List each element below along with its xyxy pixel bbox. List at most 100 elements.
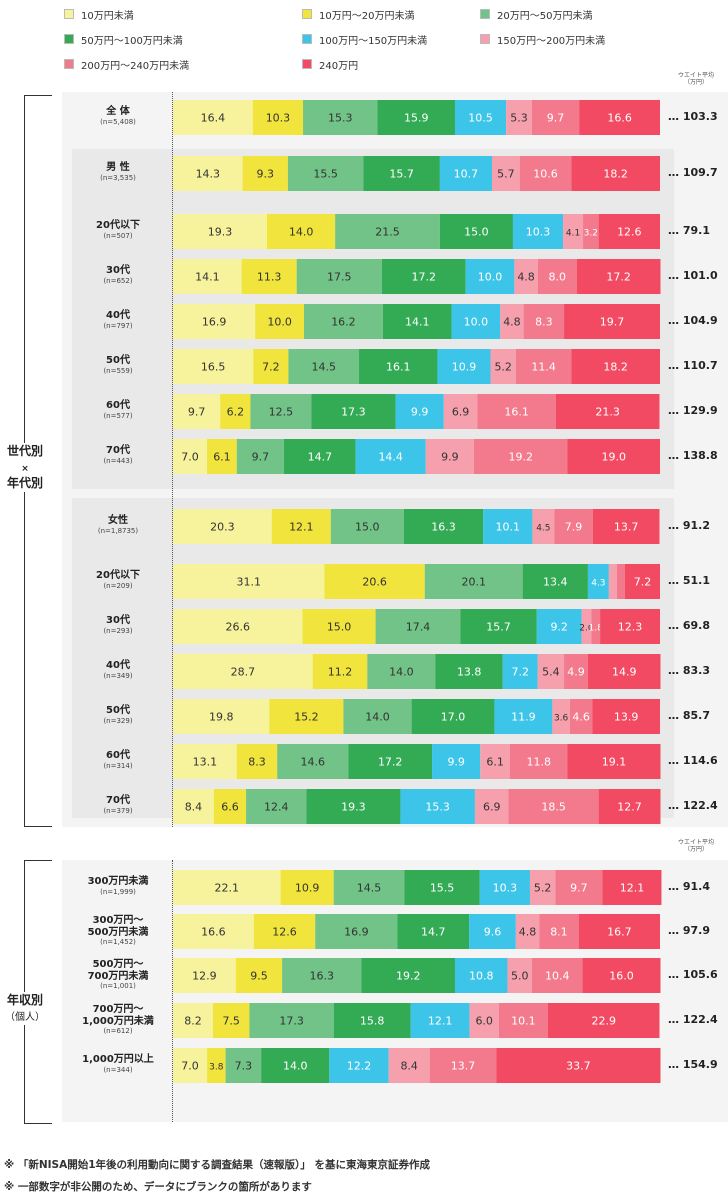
row-label-n: (n=797): [103, 321, 133, 330]
row-label-name: 300万円～: [92, 915, 144, 926]
row-label-n: (n=612): [103, 1027, 133, 1035]
row-label-name: 50代: [106, 705, 130, 716]
legend-item: 100万円～150万円未満: [302, 32, 428, 47]
weighted-average: … 79.1: [668, 224, 710, 237]
row-label-name: 女性: [108, 515, 128, 526]
row-label-n: (n=1,999): [100, 887, 136, 896]
avg-header-unit: （万円）: [683, 79, 708, 87]
row-label-n: (n=314): [103, 761, 133, 770]
row-label-name: 500万円～: [92, 959, 144, 970]
weighted-average: … 105.6: [668, 968, 718, 981]
row-label-n: (n=379): [103, 806, 133, 815]
row-label-name: 30代: [106, 615, 130, 626]
dotted-separator-age: [172, 92, 173, 827]
weighted-average: … 101.0: [668, 269, 718, 282]
row-label: 60代 (n=577): [72, 400, 164, 420]
avg-header-income: ウエイト平均 （万円）: [664, 839, 728, 853]
legend-swatch: [302, 59, 312, 69]
legend-item: 240万円: [302, 57, 358, 72]
row-label-name: 1,000万円以上: [82, 1054, 154, 1065]
row-label-name: 30代: [106, 265, 130, 276]
row-label-n: (n=507): [103, 231, 133, 240]
row-label-n: (n=577): [103, 411, 133, 420]
weighted-average: … 97.9: [668, 924, 710, 937]
row-label: 男 性 (n=3,535): [72, 162, 164, 182]
row-label-name: 50代: [106, 355, 130, 366]
group-label-age-line1: 世代別: [6, 444, 43, 458]
legend-label: 100万円～150万円未満: [319, 35, 428, 47]
row-label-n: (n=1,8735): [97, 526, 139, 535]
row-label-name: 1,000万円未満: [82, 1015, 154, 1027]
row-label: 700万円～ 1,000万円未満 (n=612): [72, 1004, 164, 1035]
legend-label: 50万円～100万円未満: [81, 35, 183, 47]
legend-label: 10万円未満: [81, 10, 134, 22]
row-label: 50代 (n=329): [72, 705, 164, 725]
weighted-average: … 91.2: [668, 519, 710, 532]
legend-item: 150万円～200万円未満: [480, 32, 606, 47]
row-label: 1,000万円以上 (n=344): [72, 1054, 164, 1074]
avg-header-title: ウエイト平均: [677, 839, 714, 846]
legend-swatch: [480, 34, 490, 44]
dotted-separator-income: [172, 860, 173, 1122]
row-label-name: 700万円～: [92, 1004, 144, 1015]
weighted-average: … 91.4: [668, 880, 710, 893]
group-label-age-line2: ×: [21, 464, 29, 475]
legend-item: 20万円～50万円未満: [480, 7, 592, 22]
row-label-name: 500万円未満: [87, 926, 149, 938]
row-label-name: 300万円未満: [87, 876, 149, 887]
row-label: 300万円～ 500万円未満 (n=1,452): [72, 915, 164, 946]
footnote-blank-note: ※ 一部数字が非公開のため、データにブランクの箇所があります: [4, 1181, 312, 1193]
row-label: 40代 (n=349): [72, 660, 164, 680]
group-label-income-line2: （個人）: [5, 1012, 45, 1024]
panel-income-section: [62, 860, 728, 1122]
row-label-n: (n=293): [103, 626, 133, 635]
row-label: 50代 (n=559): [72, 355, 164, 375]
legend-item: 200万円～240万円未満: [64, 57, 190, 72]
avg-header-unit: （万円）: [683, 846, 708, 854]
row-label: 500万円～ 700万円未満 (n=1,001): [72, 959, 164, 990]
weighted-average: … 154.9: [668, 1058, 718, 1071]
row-label-name: 700万円未満: [87, 970, 149, 982]
row-label-name: 全 体: [106, 106, 130, 117]
legend-label: 200万円～240万円未満: [81, 60, 190, 72]
weighted-average: … 51.1: [668, 574, 710, 587]
legend-swatch: [480, 9, 490, 19]
row-label: 20代以下 (n=507): [72, 220, 164, 240]
legend-swatch: [64, 34, 74, 44]
legend-item: 50万円～100万円未満: [64, 32, 183, 47]
row-label-n: (n=5,408): [100, 117, 136, 126]
row-label: 30代 (n=293): [72, 615, 164, 635]
weighted-average: … 110.7: [668, 359, 718, 372]
legend-label: 10万円～20万円未満: [319, 10, 415, 22]
row-label-n: (n=209): [103, 581, 133, 590]
row-label: 全 体 (n=5,408): [72, 106, 164, 126]
row-label-n: (n=3,535): [100, 173, 136, 182]
group-label-income-line1: 年収別: [6, 993, 43, 1007]
row-label: 40代 (n=797): [72, 310, 164, 330]
avg-header-age: ウエイト平均 （万円）: [664, 72, 728, 86]
footnote-source: ※ 「新NISA開始1年後の利用動向に関する調査結果（速報版）」 を基に東海東京…: [4, 1159, 430, 1171]
row-label-n: (n=652): [103, 276, 133, 285]
row-label: 30代 (n=652): [72, 265, 164, 285]
row-label: 70代 (n=443): [72, 445, 164, 465]
row-label: 60代 (n=314): [72, 750, 164, 770]
weighted-average: … 109.7: [668, 166, 718, 179]
weighted-average: … 104.9: [668, 314, 718, 327]
weighted-average: … 85.7: [668, 709, 710, 722]
row-label: 300万円未満 (n=1,999): [72, 876, 164, 896]
row-label-n: (n=329): [103, 716, 133, 725]
row-label: 20代以下 (n=209): [72, 570, 164, 590]
legend-swatch: [64, 9, 74, 19]
row-label: 70代 (n=379): [72, 795, 164, 815]
row-label-n: (n=559): [103, 366, 133, 375]
weighted-average: … 122.4: [668, 1013, 718, 1026]
row-label-n: (n=443): [103, 456, 133, 465]
legend-item: 10万円～20万円未満: [302, 7, 415, 22]
group-label-age-line3: 年代別: [6, 476, 43, 491]
legend-label: 150万円～200万円未満: [497, 35, 606, 47]
row-label-name: 20代以下: [96, 570, 140, 581]
row-label-name: 20代以下: [96, 220, 140, 231]
row-label-n: (n=349): [103, 671, 133, 680]
row-label-name: 70代: [106, 445, 130, 456]
row-label-n: (n=344): [103, 1065, 133, 1074]
